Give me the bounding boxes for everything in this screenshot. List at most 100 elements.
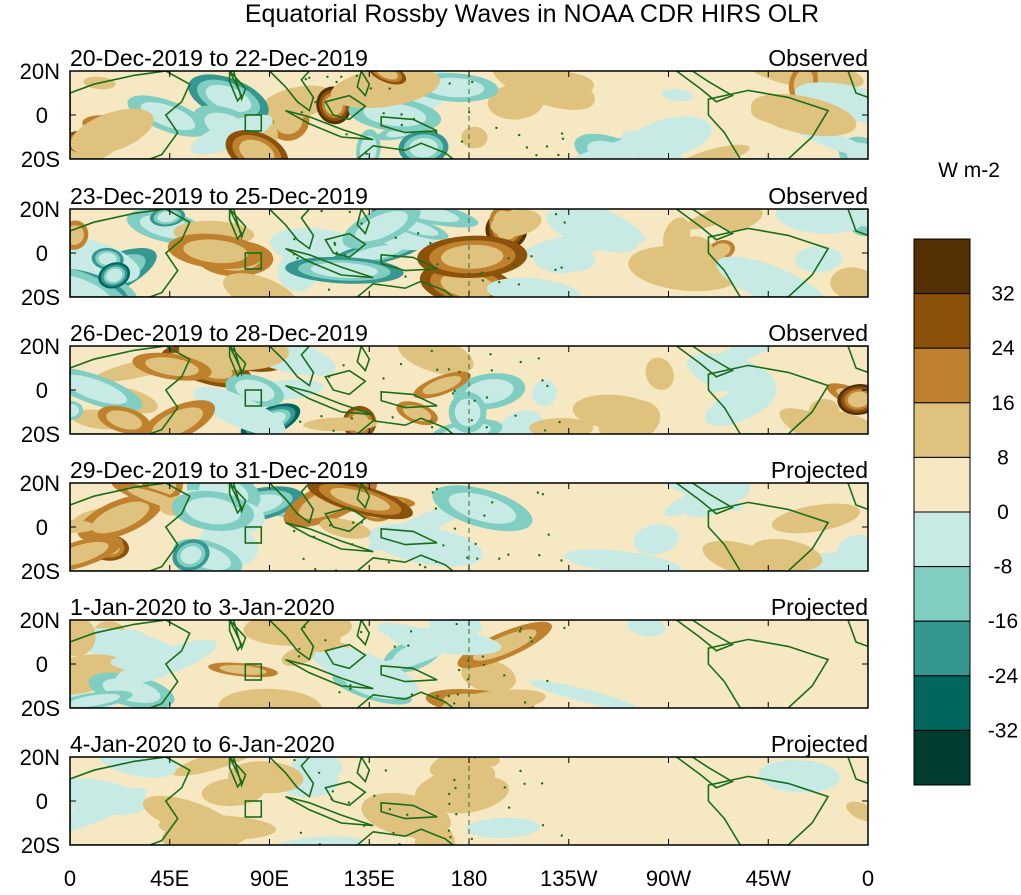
anomaly-contour bbox=[310, 644, 419, 698]
island-dot bbox=[447, 368, 451, 371]
coastline bbox=[324, 369, 367, 396]
anomaly-contour bbox=[142, 795, 236, 839]
island-dot bbox=[538, 554, 541, 557]
anomaly-contour bbox=[530, 680, 639, 708]
coastline bbox=[356, 828, 455, 845]
island-dot bbox=[434, 507, 438, 510]
anomaly-contour bbox=[830, 267, 868, 297]
coastline bbox=[268, 483, 315, 524]
island-dot bbox=[455, 813, 458, 816]
coastline bbox=[356, 620, 371, 647]
coastline bbox=[380, 115, 438, 134]
anomaly-contour bbox=[846, 801, 868, 822]
coastline bbox=[70, 209, 191, 297]
island-dot bbox=[429, 241, 432, 245]
anomaly-contour bbox=[70, 620, 96, 657]
coastline bbox=[707, 775, 830, 845]
coastline bbox=[380, 390, 438, 409]
island-dot bbox=[449, 835, 452, 839]
island-dot bbox=[454, 786, 457, 790]
region-box bbox=[244, 252, 263, 270]
coastline bbox=[70, 757, 191, 845]
island-dot bbox=[434, 131, 438, 134]
y-tick-label: 0 bbox=[36, 103, 48, 128]
coastline bbox=[324, 643, 367, 670]
island-dot bbox=[519, 769, 522, 773]
coastline bbox=[847, 483, 868, 511]
coastline bbox=[268, 209, 315, 250]
island-dot bbox=[448, 82, 451, 85]
map-panel: 20N 0 20S 26-Dec-2019 to 28-Dec-2019 Observe… bbox=[20, 320, 869, 447]
anomaly-contour bbox=[835, 534, 868, 571]
region-box bbox=[244, 389, 263, 407]
island-dot bbox=[561, 137, 565, 140]
colorbar-swatch bbox=[913, 620, 971, 677]
colorbar-tick-label: 8 bbox=[997, 446, 1009, 469]
colorbar-swatch bbox=[913, 675, 971, 731]
y-tick-label: 0 bbox=[36, 652, 48, 677]
colorbar-tick-label: -24 bbox=[988, 665, 1019, 688]
anomaly-contour bbox=[663, 217, 691, 255]
island-dot bbox=[349, 687, 352, 691]
island-dot bbox=[543, 429, 547, 432]
island-dot bbox=[563, 221, 566, 224]
anomaly-contour bbox=[758, 760, 840, 793]
island-dot bbox=[314, 101, 317, 104]
anomaly-contour bbox=[440, 689, 546, 708]
island-dot bbox=[525, 146, 529, 149]
island-dot bbox=[391, 416, 394, 419]
anomaly-contour bbox=[751, 94, 857, 137]
y-tick-label: 20S bbox=[21, 285, 60, 310]
island-dot bbox=[546, 384, 549, 388]
island-dot bbox=[483, 514, 486, 517]
island-dot bbox=[436, 263, 439, 266]
anomaly-contour bbox=[157, 211, 178, 223]
island-dot bbox=[360, 222, 363, 225]
island-dot bbox=[300, 111, 303, 114]
anomaly-contour bbox=[381, 209, 460, 223]
coastline bbox=[70, 71, 191, 159]
island-dot bbox=[442, 544, 445, 547]
coastline bbox=[356, 757, 371, 784]
island-dot bbox=[327, 288, 331, 291]
anomaly-contour bbox=[661, 89, 693, 102]
y-tick-label: 20S bbox=[21, 147, 60, 172]
coastline bbox=[285, 384, 374, 416]
x-tick-label: 0 bbox=[64, 866, 76, 890]
olr-anomaly-field bbox=[70, 71, 868, 159]
coastline bbox=[356, 691, 455, 708]
colorbar-tick-label: 32 bbox=[991, 283, 1014, 306]
anomaly-contour bbox=[684, 209, 765, 230]
island-dot bbox=[430, 420, 433, 423]
y-tick-label: 0 bbox=[36, 515, 48, 540]
island-dot bbox=[382, 112, 385, 115]
island-dot bbox=[447, 829, 451, 832]
coastline bbox=[70, 346, 191, 434]
region-box bbox=[244, 526, 263, 544]
island-dot bbox=[352, 521, 355, 524]
coastline bbox=[675, 209, 735, 241]
figure-title: Equatorial Rossby Waves in NOAA CDR HIRS… bbox=[245, 0, 819, 28]
coastline bbox=[356, 280, 455, 297]
anomaly-contour bbox=[448, 492, 517, 524]
island-dot bbox=[451, 392, 455, 395]
anomaly-contour bbox=[598, 399, 661, 434]
island-dot bbox=[293, 529, 296, 533]
anomaly-contour bbox=[145, 357, 199, 377]
map-panel: 20N 0 20S 1-Jan-2020 to 3-Jan-2020 Projected bbox=[20, 594, 869, 721]
island-dot bbox=[326, 75, 329, 79]
island-dot bbox=[436, 695, 439, 698]
colorbar-swatch bbox=[913, 347, 971, 404]
island-dot bbox=[412, 117, 416, 121]
map-panel: 20N 0 20S 29-Dec-2019 to 31-Dec-2019 Project… bbox=[20, 457, 869, 584]
coastline bbox=[285, 109, 374, 141]
island-dot bbox=[293, 758, 296, 762]
x-tick-label: 45W bbox=[746, 866, 791, 890]
island-dot bbox=[328, 524, 332, 527]
coastline bbox=[675, 620, 735, 652]
island-dot bbox=[302, 557, 305, 561]
x-tick-label: 45E bbox=[150, 866, 189, 890]
coastline bbox=[675, 483, 735, 515]
region-box bbox=[244, 114, 263, 132]
